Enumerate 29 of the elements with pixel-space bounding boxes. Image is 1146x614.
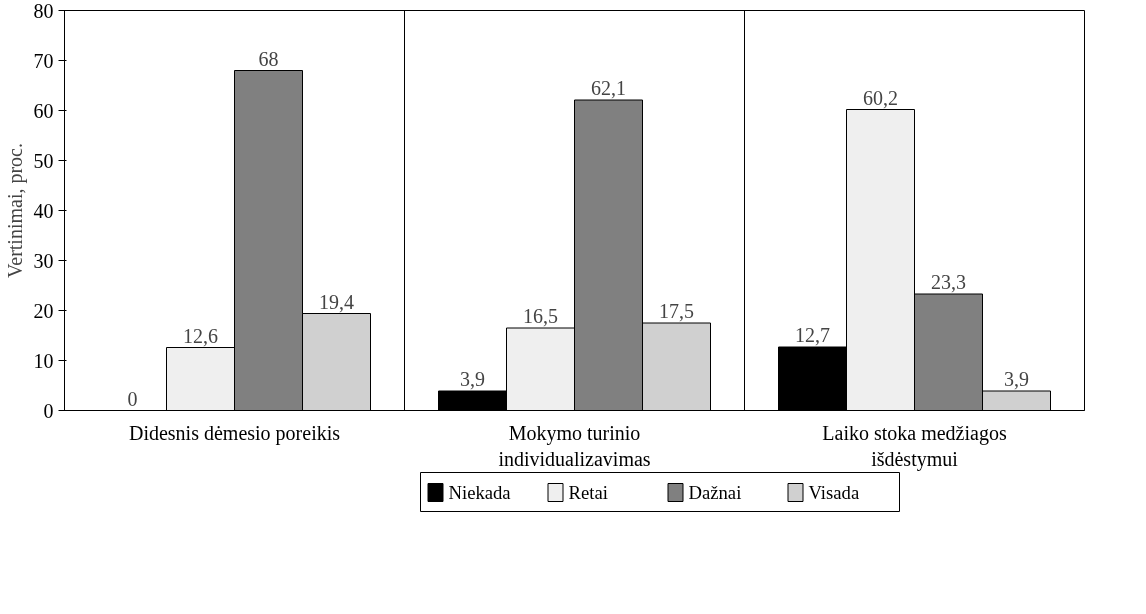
legend-label: Visada <box>808 482 860 503</box>
data-label: 62,1 <box>591 77 626 99</box>
data-label: 3,9 <box>460 368 485 390</box>
data-label: 23,3 <box>931 271 966 293</box>
y-tick-label: 80 <box>33 0 54 22</box>
data-label: 68 <box>258 47 279 70</box>
x-tick-label: Mokymo turinio individualizavimas <box>498 421 651 470</box>
data-label: 12,6 <box>183 324 218 347</box>
y-tick-label: 0 <box>43 399 54 422</box>
legend-label: Retai <box>568 482 608 503</box>
y-tick-label: 50 <box>33 149 54 172</box>
x-tick-label: Laiko stoka medžiagos išdėstymui <box>822 421 1007 471</box>
y-tick-label: 40 <box>33 199 54 222</box>
y-tick-label: 10 <box>33 349 54 372</box>
y-tick-label: 30 <box>33 249 54 272</box>
y-tick-label: 60 <box>33 99 54 122</box>
data-label: 19,4 <box>319 290 354 313</box>
legend-label: Dažnai <box>688 482 742 503</box>
data-label: 3,9 <box>1004 368 1029 390</box>
y-tick-label: 70 <box>33 49 54 72</box>
legend-label: Niekada <box>448 482 512 503</box>
y-axis-title: Vertinimai, proc. <box>3 143 27 278</box>
data-label: 0 <box>127 387 138 410</box>
x-tick-label: Didesnis dėmesio poreikis <box>128 421 341 445</box>
data-label: 16,5 <box>523 305 558 327</box>
data-label: 12,7 <box>795 324 830 346</box>
data-label: 60,2 <box>863 86 898 109</box>
y-tick-label: 20 <box>33 299 54 322</box>
data-label: 17,5 <box>659 300 694 322</box>
